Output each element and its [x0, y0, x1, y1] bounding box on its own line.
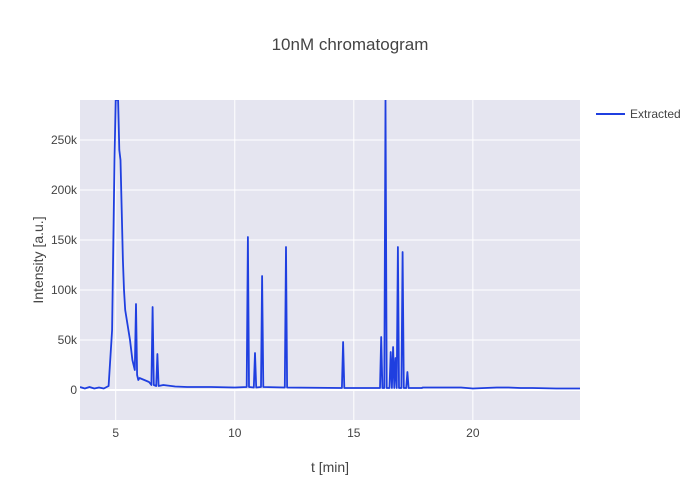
- y-axis-label: Intensity [a.u.]: [30, 216, 46, 303]
- legend[interactable]: Extracted: [596, 107, 681, 121]
- y-tick-label: 150k: [51, 233, 78, 247]
- x-tick-label: 10: [228, 426, 242, 440]
- y-tick-label: 100k: [51, 283, 78, 297]
- legend-label: Extracted: [630, 107, 681, 121]
- x-tick-label: 15: [347, 426, 361, 440]
- y-tick-label: 0: [70, 383, 77, 397]
- y-tick-label: 50k: [58, 333, 78, 347]
- x-tick-labels: 5 10 15 20: [112, 426, 479, 440]
- chart-title: 10nM chromatogram: [272, 35, 429, 54]
- y-tick-labels: 0 50k 100k 150k 200k 250k: [51, 133, 78, 397]
- y-tick-label: 250k: [51, 133, 78, 147]
- x-tick-label: 5: [112, 426, 119, 440]
- x-tick-label: 20: [466, 426, 480, 440]
- y-tick-label: 200k: [51, 183, 78, 197]
- series-line-extracted: [80, 100, 580, 390]
- grid-lines: [80, 100, 580, 420]
- x-axis-label: t [min]: [311, 459, 349, 475]
- plot-background: [80, 100, 580, 420]
